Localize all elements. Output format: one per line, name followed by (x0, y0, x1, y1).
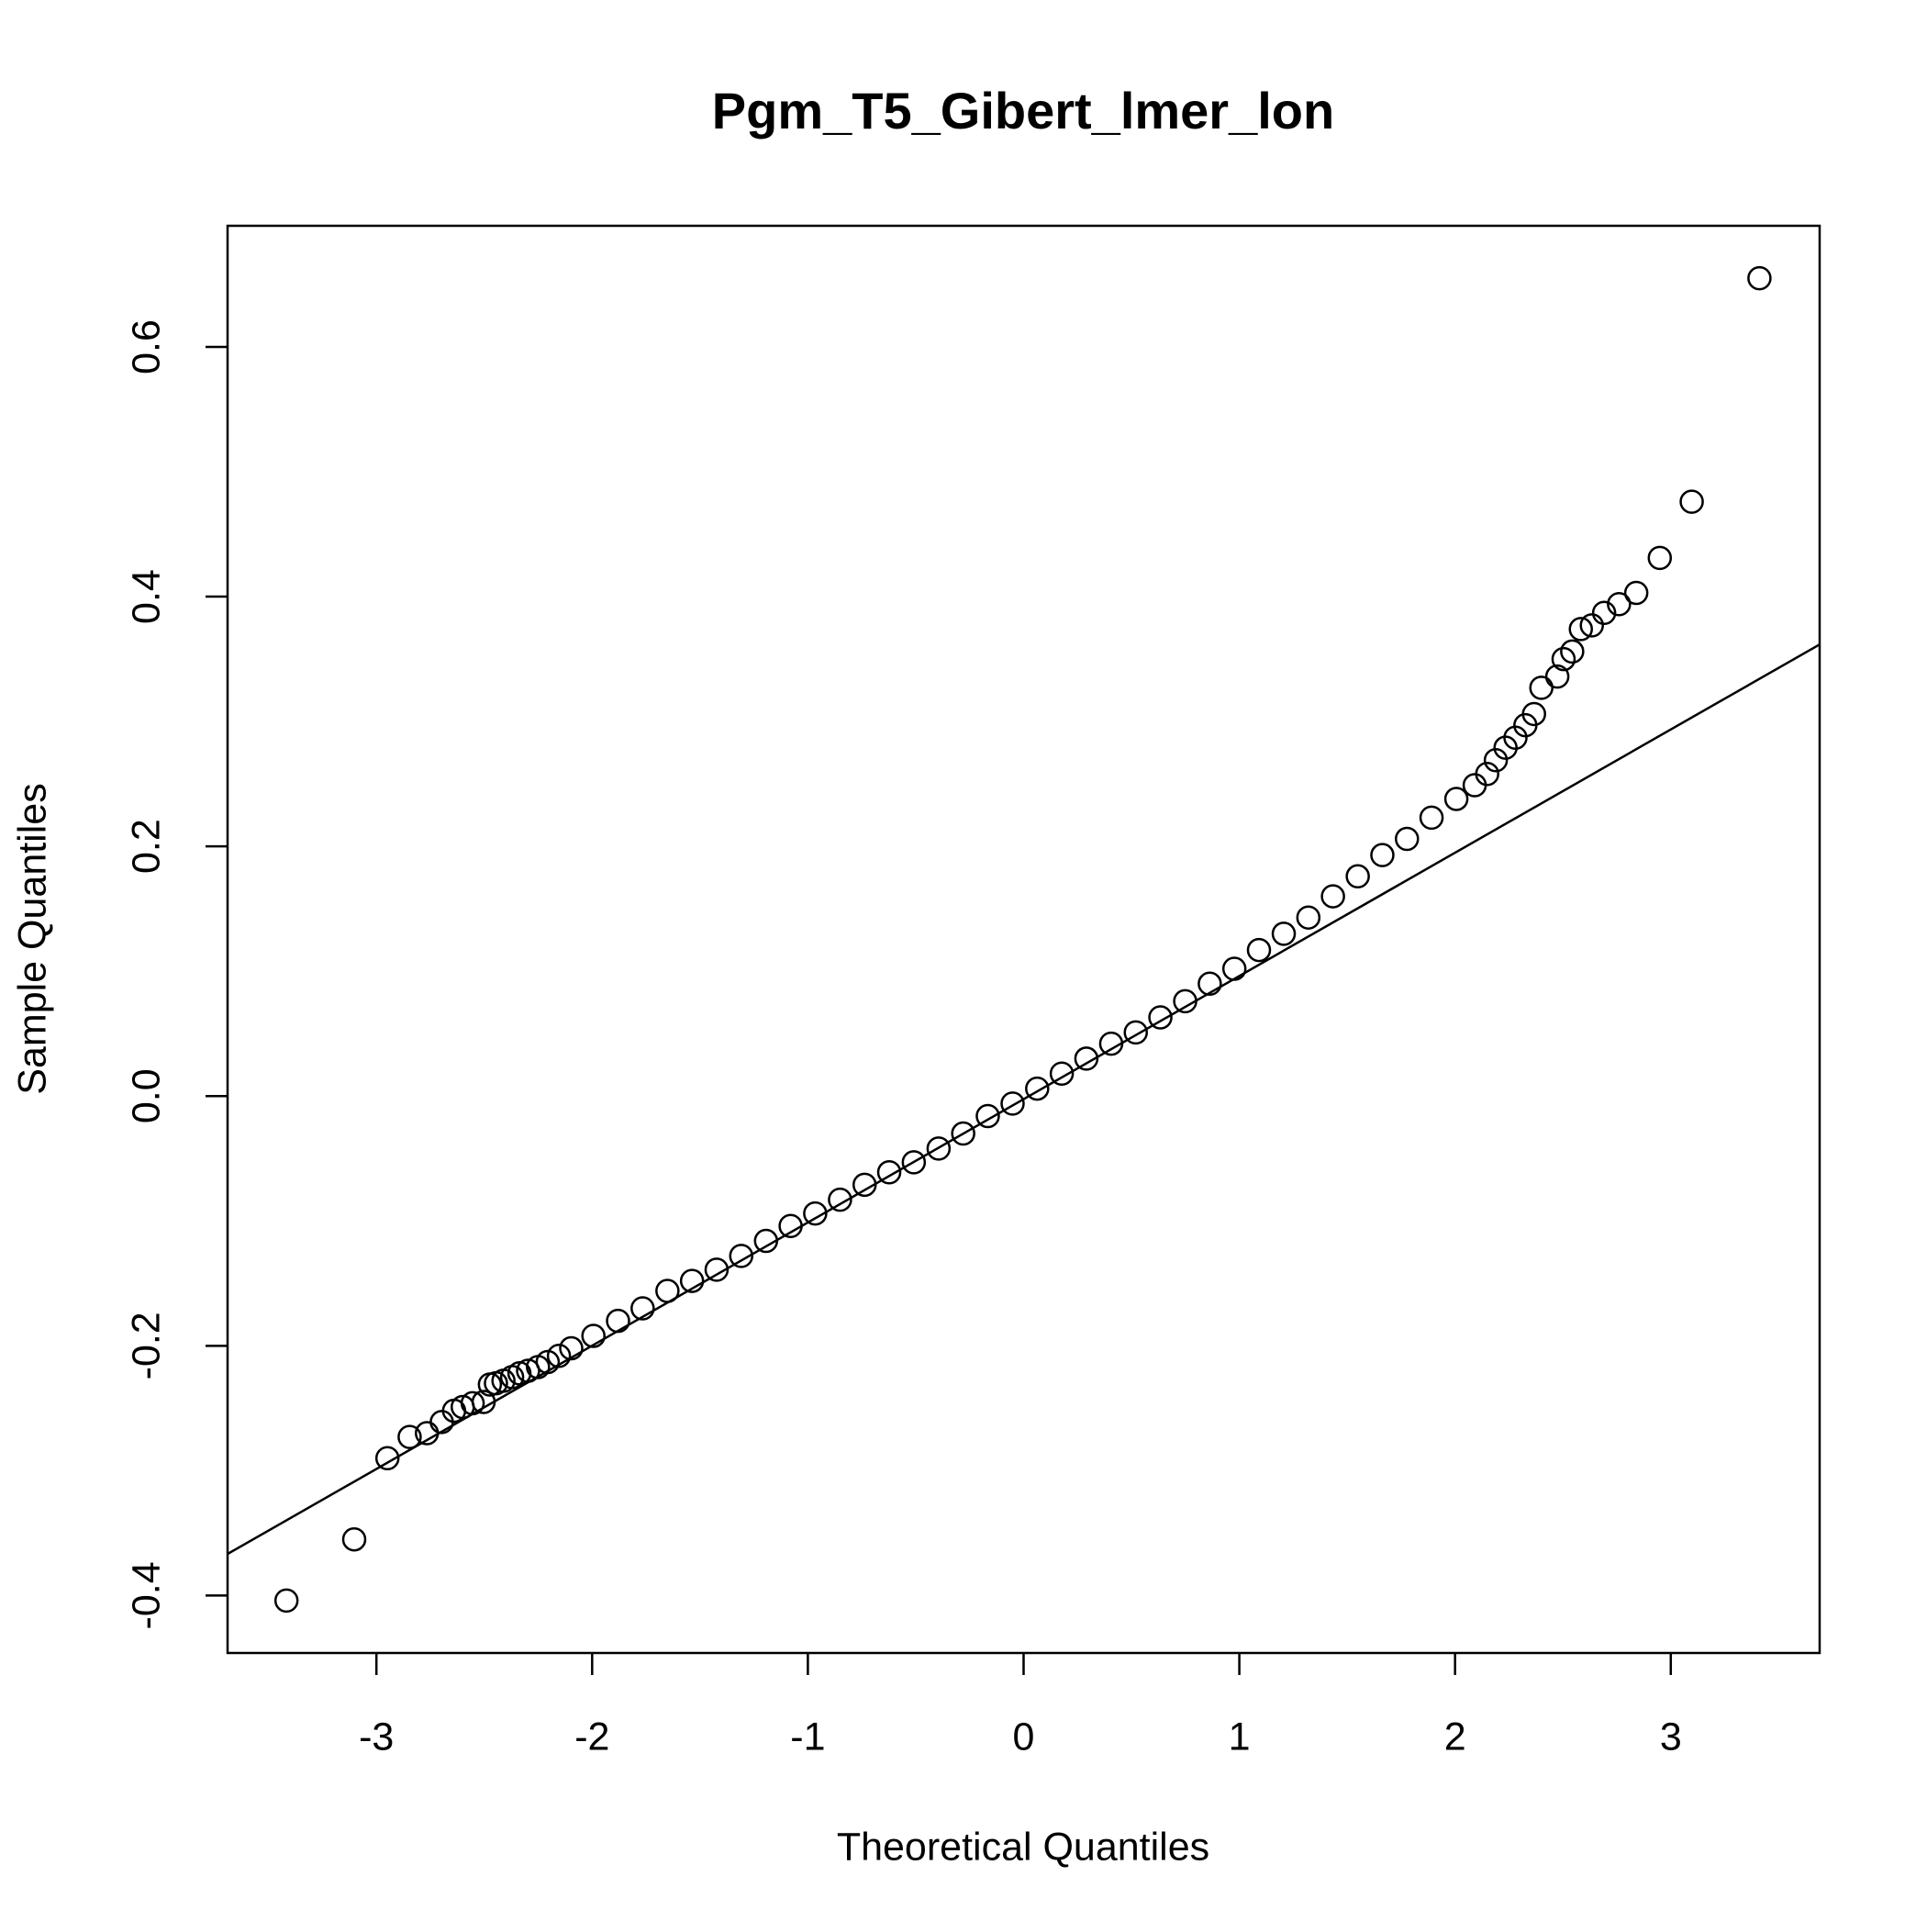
point (1623, 580, 1649, 606)
plot-box (226, 224, 1821, 1655)
point (975, 1103, 1000, 1129)
point (1529, 676, 1554, 700)
point (1296, 905, 1321, 930)
point (606, 1308, 630, 1334)
point (535, 1349, 561, 1375)
point (1560, 639, 1585, 664)
y-axis-title: Sample Quantiles (10, 783, 54, 1094)
point (1544, 664, 1570, 689)
point (778, 1213, 803, 1238)
x-tick-label: -3 (359, 1714, 394, 1759)
point (1025, 1076, 1050, 1101)
point (1462, 773, 1487, 798)
point (273, 1588, 299, 1614)
point (1221, 956, 1247, 981)
point (1148, 1005, 1173, 1030)
point (1395, 826, 1420, 852)
point (374, 1446, 400, 1471)
y-tick-label: 0.6 (124, 319, 168, 374)
chart-title: Pgm_T5_Gibert_lmer_lon (712, 82, 1334, 140)
point (546, 1343, 572, 1368)
point (655, 1279, 680, 1303)
point (1579, 613, 1604, 638)
point (1607, 591, 1632, 617)
point (341, 1526, 367, 1552)
point (471, 1390, 496, 1414)
point (1483, 748, 1509, 773)
x-tick-label: 0 (1013, 1714, 1035, 1759)
y-tick-label: 0.4 (124, 569, 168, 624)
point (1271, 921, 1297, 946)
point (1568, 617, 1593, 642)
point (1475, 761, 1499, 787)
point (1419, 805, 1444, 831)
point (1049, 1061, 1075, 1086)
x-axis-title: Theoretical Quantiles (837, 1825, 1209, 1869)
point (1591, 600, 1617, 625)
point (926, 1136, 952, 1161)
point (1123, 1020, 1148, 1045)
y-tick-label: 0.0 (124, 1068, 168, 1123)
point (516, 1358, 540, 1383)
point (460, 1390, 485, 1416)
point (1246, 937, 1272, 963)
point (397, 1424, 422, 1449)
x-tick-label: 2 (1444, 1714, 1466, 1759)
point (1098, 1031, 1124, 1056)
point (1747, 265, 1772, 291)
point (1443, 787, 1469, 811)
point (828, 1187, 852, 1212)
x-tick-label: -1 (790, 1714, 825, 1759)
point (1679, 489, 1704, 514)
point (630, 1296, 655, 1321)
point (1345, 864, 1370, 889)
x-tick-label: -2 (574, 1714, 609, 1759)
point (1551, 646, 1576, 672)
point (876, 1159, 902, 1185)
point (1370, 843, 1395, 867)
point (852, 1172, 877, 1198)
x-tick-label: 1 (1229, 1714, 1251, 1759)
y-tick-label: -0.2 (124, 1312, 168, 1379)
point (581, 1323, 606, 1348)
point (901, 1150, 927, 1175)
point (679, 1268, 705, 1293)
point (803, 1201, 828, 1226)
point (1197, 971, 1222, 997)
point (1074, 1046, 1099, 1071)
y-tick-label: -0.4 (124, 1561, 168, 1629)
point (559, 1335, 584, 1361)
y-tick-label: 0.2 (124, 819, 168, 874)
point (1173, 988, 1197, 1014)
point (1647, 545, 1673, 571)
point (729, 1244, 754, 1268)
point (1521, 701, 1546, 727)
point (704, 1257, 730, 1282)
point (1320, 884, 1345, 909)
point (1000, 1091, 1025, 1116)
x-tick-label: 3 (1660, 1714, 1682, 1759)
point (951, 1121, 975, 1146)
point (753, 1228, 779, 1254)
